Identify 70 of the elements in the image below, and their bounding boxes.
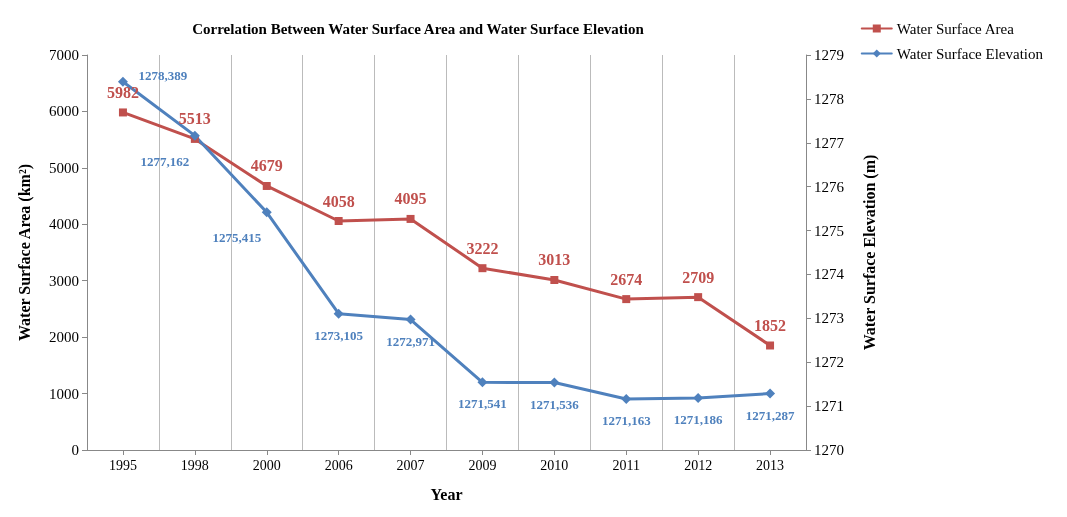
y2-tick-label: 1272 [814, 354, 844, 371]
data-label: 1278,389 [138, 67, 188, 83]
y-tick-label: 0 [71, 442, 79, 458]
point [765, 388, 776, 399]
y2-tick-label: 1273 [814, 310, 844, 327]
data-label: 2674 [610, 270, 643, 288]
point [477, 377, 488, 388]
x-tick-label: 2011 [612, 457, 640, 473]
x-tick-label: 2000 [252, 457, 281, 473]
data-label: 5513 [178, 110, 211, 128]
data-label: 1275,415 [212, 230, 262, 246]
point [478, 264, 487, 273]
data-label: 2709 [682, 268, 715, 286]
y2-tick-label: 1279 [814, 47, 844, 63]
data-label: 1271,536 [529, 396, 580, 412]
x-tick-label: 2012 [684, 457, 713, 473]
y-tick-label: 2000 [49, 329, 79, 346]
point [117, 76, 128, 87]
data-label: 1272,971 [386, 333, 435, 349]
point [766, 341, 775, 350]
y2-tick-label: 1270 [814, 442, 844, 458]
y2-tick-label: 1277 [814, 134, 845, 151]
point [189, 130, 200, 141]
y-tick-label: 6000 [49, 103, 79, 120]
point [550, 275, 559, 284]
data-label: 1277,162 [140, 153, 190, 169]
data-label: 1271,287 [745, 407, 795, 423]
point [334, 217, 343, 226]
x-tick-label: 1995 [108, 457, 137, 473]
point [694, 293, 703, 302]
data-label: 1271,186 [673, 411, 724, 427]
point [118, 108, 127, 117]
data-label: 1273,105 [314, 327, 364, 343]
x-axis-title: Year [430, 485, 463, 503]
data-label: 4095 [394, 190, 427, 208]
data-label: 3222 [466, 239, 499, 257]
data-label: 1271,163 [601, 412, 652, 428]
y-axis-title: Water Surface Area (km²) [15, 163, 34, 342]
x-tick-label: 2007 [396, 457, 425, 473]
legend-label: Water Surface Area [896, 20, 1015, 37]
data-label: 1852 [754, 316, 787, 334]
point [405, 314, 416, 325]
point [261, 207, 272, 218]
y-tick-label: 7000 [49, 47, 79, 63]
y-tick-label: 1000 [49, 385, 79, 402]
x-tick-label: 2006 [324, 457, 353, 473]
y-tick-label: 4000 [49, 216, 79, 233]
chart-title: Correlation Between Water Surface Area and Water Surface Elevation [192, 20, 645, 37]
point [622, 295, 631, 304]
x-tick-label: 1998 [180, 457, 209, 473]
y2-tick-label: 1275 [814, 222, 844, 239]
data-label: 4058 [322, 192, 355, 210]
point [262, 181, 271, 190]
y2-tick-label: 1276 [814, 178, 845, 195]
y-tick-label: 5000 [49, 159, 79, 176]
point [333, 308, 344, 319]
data-label: 4679 [250, 157, 283, 175]
y2-tick-label: 1271 [814, 398, 844, 415]
y-tick-label: 3000 [49, 272, 79, 289]
x-tick-label: 2009 [468, 457, 497, 473]
data-label: 5982 [106, 83, 139, 101]
y2-tick-label: 1278 [814, 90, 844, 107]
y2-axis-title: Water Surface Elevation (m) [860, 154, 879, 351]
x-tick-label: 2013 [756, 457, 785, 473]
y2-tick-label: 1274 [814, 266, 845, 283]
legend-label: Water Surface Elevation [896, 45, 1044, 62]
data-label: 3013 [538, 251, 571, 269]
x-tick-label: 2010 [540, 457, 569, 473]
point [406, 214, 415, 223]
data-label: 1271,541 [458, 396, 507, 412]
